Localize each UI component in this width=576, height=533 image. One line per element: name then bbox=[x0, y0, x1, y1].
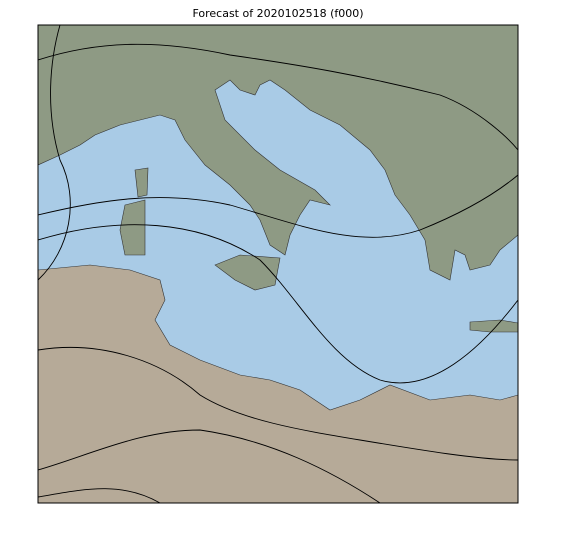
map-frame bbox=[37, 24, 519, 504]
land-corsica bbox=[134, 167, 149, 198]
isobar bbox=[38, 174, 518, 238]
isobar bbox=[38, 224, 518, 384]
isobar bbox=[38, 25, 71, 281]
isobar bbox=[38, 43, 518, 151]
isobar bbox=[38, 347, 518, 461]
title: Forecast of 2020102518 (f000) bbox=[192, 7, 363, 20]
land-africa bbox=[38, 264, 518, 503]
land-sardinia bbox=[119, 199, 146, 256]
isobar bbox=[38, 488, 161, 503]
isobar bbox=[38, 429, 381, 503]
land-europe bbox=[38, 25, 518, 281]
land-crete bbox=[469, 319, 518, 333]
basemap bbox=[38, 25, 518, 503]
